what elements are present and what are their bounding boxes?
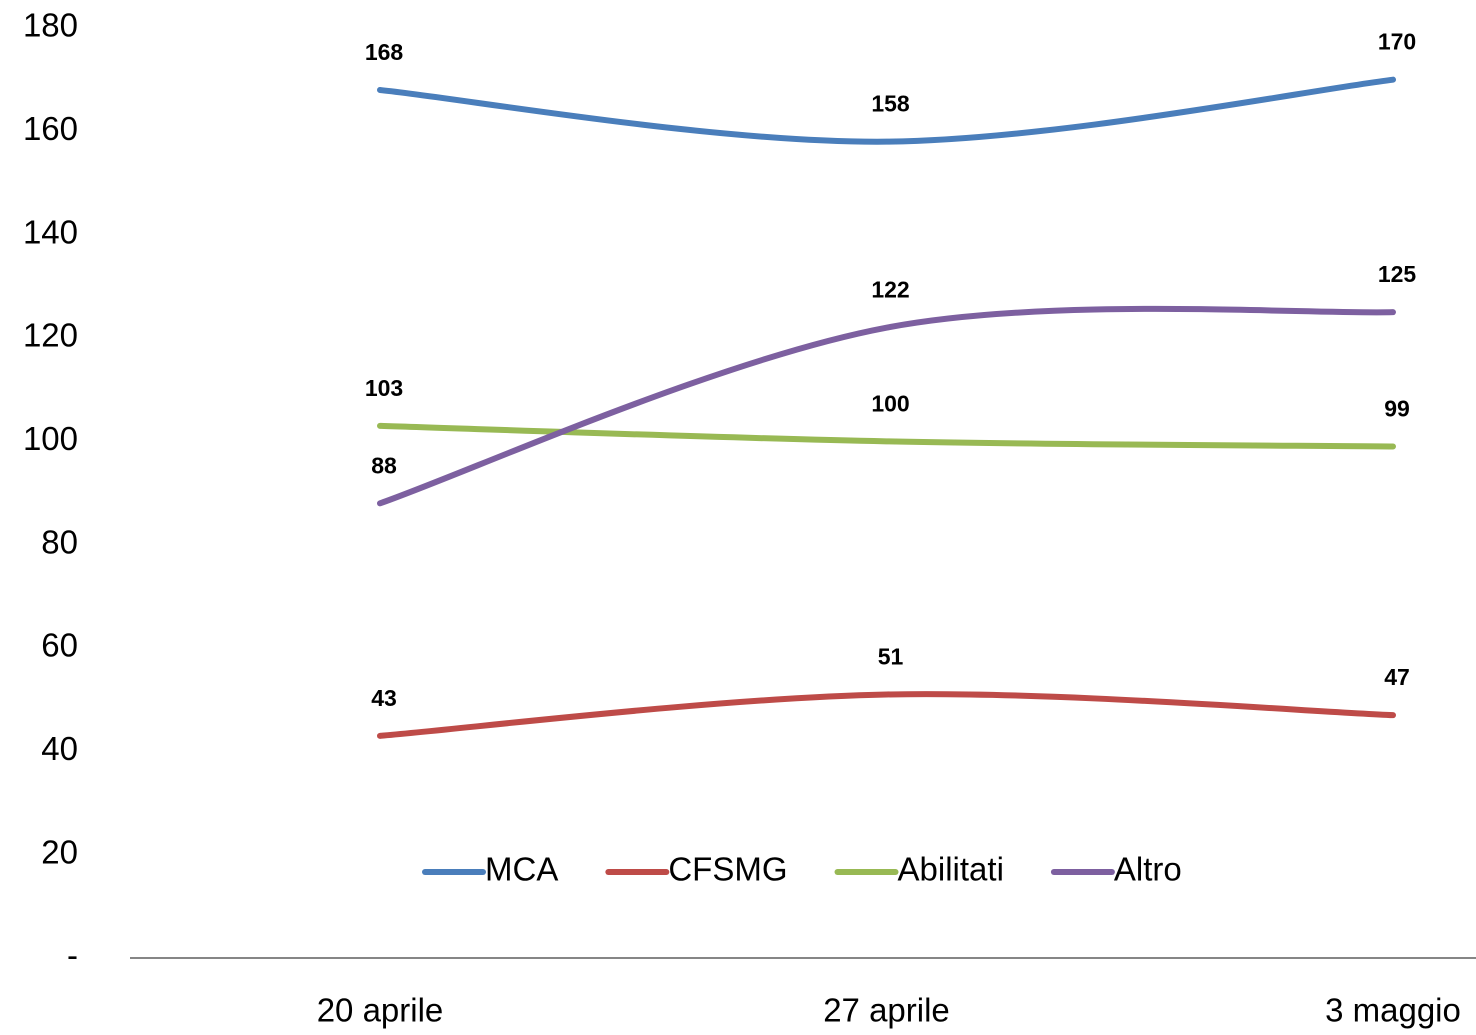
series-line [377,76,1396,145]
data-label: 88 [371,452,397,478]
series-line [377,305,1396,507]
series-line [377,422,1396,450]
data-label: 168 [365,39,404,65]
data-label: 51 [878,644,904,670]
x-tick-label: 3 maggio [1325,992,1461,1029]
y-tick-label: 100 [23,420,78,457]
y-tick-label: 20 [41,833,78,870]
legend-label: MCA [485,851,558,888]
series-line [377,691,1396,739]
y-tick-label: - [67,937,78,974]
data-label: 170 [1378,29,1416,55]
y-tick-label: 60 [41,627,78,664]
y-tick-label: 180 [23,7,78,44]
x-tick-label: 20 aprile [317,992,444,1029]
data-label: 103 [365,375,403,401]
data-label: 158 [871,91,910,117]
legend-label: Altro [1114,851,1182,888]
data-label: 100 [871,390,909,416]
data-label: 99 [1384,396,1410,422]
y-tick-label: 140 [23,213,78,250]
y-tick-label: 40 [41,730,78,767]
data-label: 122 [871,277,909,303]
data-label: 125 [1378,261,1417,287]
data-label: 47 [1384,664,1410,690]
y-tick-label: 160 [23,110,78,147]
data-label: 43 [371,685,397,711]
legend-label: Abilitati [898,851,1004,888]
y-tick-label: 80 [41,523,78,560]
x-tick-label: 27 aprile [823,992,950,1029]
legend-label: CFSMG [668,851,787,888]
y-tick-label: 120 [23,317,78,354]
